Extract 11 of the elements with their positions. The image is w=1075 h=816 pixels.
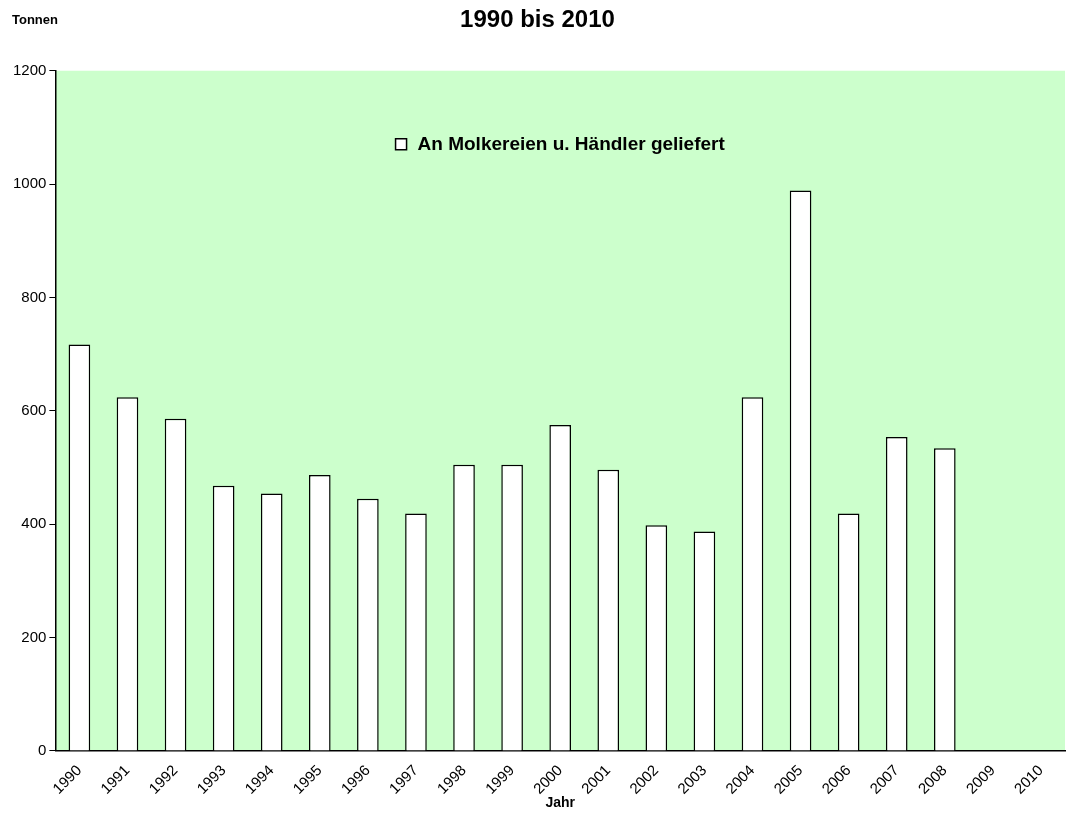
y-axis-title: Tonnen <box>12 11 59 27</box>
chart-title: 1990 bis 2010 <box>460 5 615 33</box>
y-tick-label: 200 <box>21 627 47 645</box>
y-tick-label: 0 <box>38 741 47 759</box>
legend-label: An Molkereien u. Händler geliefert <box>417 133 726 155</box>
y-tick-label: 600 <box>21 400 47 418</box>
x-axis-title: Jahr <box>545 794 576 811</box>
y-tick-label: 1000 <box>12 174 47 192</box>
y-tick-label: 400 <box>21 514 47 532</box>
y-tick-label: 1200 <box>12 60 47 78</box>
y-tick-label: 800 <box>21 287 47 305</box>
